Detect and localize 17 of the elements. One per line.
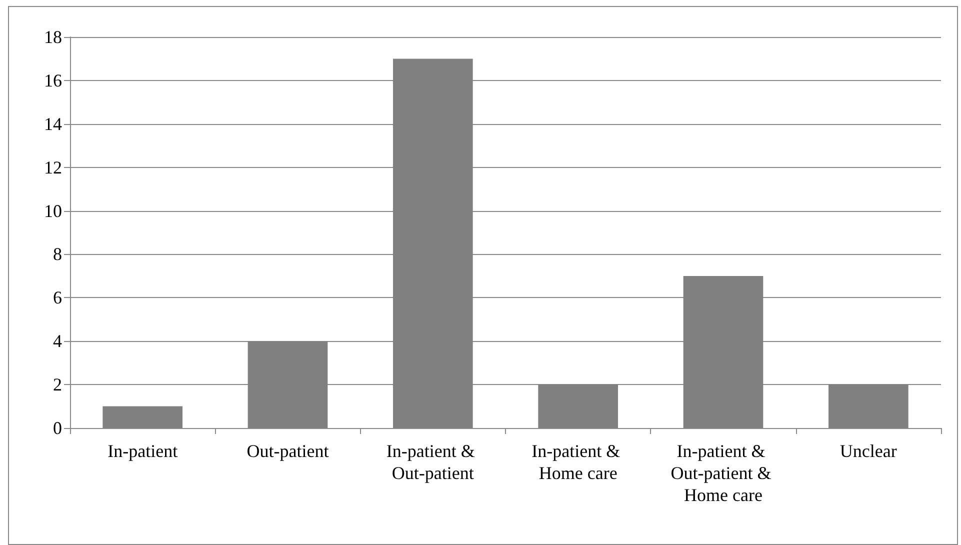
y-tick-label: 8	[53, 244, 62, 264]
bar	[102, 406, 183, 428]
y-tick-label: 12	[44, 157, 62, 178]
y-tick-label: 4	[53, 331, 62, 352]
y-tick-label: 18	[44, 27, 62, 47]
y-tick-label: 10	[44, 200, 62, 221]
y-tick-label: 2	[53, 374, 62, 395]
x-tick-label: In-patient & Out-patient & Home care	[670, 441, 776, 505]
x-tick-label: Unclear	[840, 441, 897, 461]
y-tick-label: 0	[53, 418, 62, 438]
y-tick-label: 14	[44, 114, 62, 134]
x-tick-label: In-patient & Out-patient	[386, 441, 480, 483]
y-tick-label: 6	[53, 288, 62, 308]
x-tick-label: Out-patient	[246, 441, 329, 461]
y-tick-label: 16	[44, 70, 62, 90]
x-tick-label: In-patient & Home care	[532, 441, 625, 483]
x-tick-label: In-patient	[108, 441, 178, 461]
